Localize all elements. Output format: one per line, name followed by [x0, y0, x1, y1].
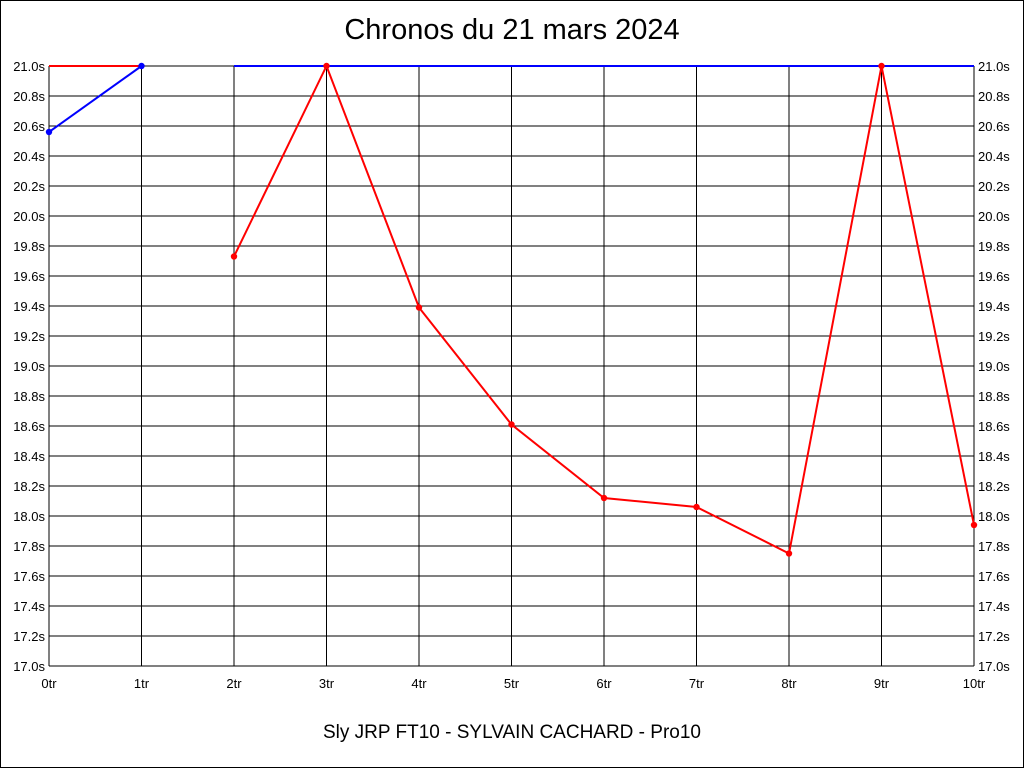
- y-axis-right: 21.0s 20.8s 20.6s 20.4s 20.2s 20.0s 19.8s 19.6s…: [978, 59, 1010, 674]
- y-tick-label-right: 20.6s: [978, 119, 1010, 134]
- x-tick-label: 4tr: [411, 676, 427, 691]
- y-tick-label-right: 20.8s: [978, 89, 1010, 104]
- y-tick-label-right: 18.4s: [978, 449, 1010, 464]
- y-tick-label-left: 20.8s: [13, 89, 45, 104]
- y-tick-label-right: 19.0s: [978, 359, 1010, 374]
- y-tick-label-left: 19.6s: [13, 269, 45, 284]
- y-tick-label-right: 19.4s: [978, 299, 1010, 314]
- x-tick-label: 5tr: [504, 676, 520, 691]
- y-tick-label-left: 19.0s: [13, 359, 45, 374]
- x-axis: 0tr 1tr 2tr 3tr 4tr 5tr 6tr 7tr 8tr 9tr 10tr: [41, 676, 985, 691]
- y-tick-label-left: 17.0s: [13, 659, 45, 674]
- series-layer: [45, 62, 978, 557]
- x-tick-label: 9tr: [874, 676, 890, 691]
- chart-title: Chronos du 21 mars 2024: [344, 14, 680, 46]
- x-tick-label: 10tr: [963, 676, 986, 691]
- series-line: [48, 65, 143, 133]
- data-point: [785, 550, 793, 557]
- data-point: [600, 494, 608, 502]
- y-tick-label-right: 17.2s: [978, 629, 1010, 644]
- data-point: [508, 421, 515, 428]
- y-tick-label-left: 19.4s: [13, 299, 45, 314]
- y-tick-label-right: 19.8s: [978, 239, 1010, 254]
- y-tick-label-left: 17.2s: [13, 629, 45, 644]
- grid: [48, 65, 975, 667]
- y-tick-label-left: 17.8s: [13, 539, 45, 554]
- y-tick-label-right: 18.0s: [978, 509, 1010, 524]
- y-tick-label-left: 18.6s: [13, 419, 45, 434]
- y-tick-label-right: 18.8s: [978, 389, 1010, 404]
- data-point: [230, 253, 238, 260]
- x-tick-label: 2tr: [226, 676, 242, 691]
- chart-subtitle: Sly JRP FT10 - SYLVAIN CACHARD - Pro10: [323, 722, 701, 743]
- y-tick-label-right: 17.6s: [978, 569, 1010, 584]
- y-tick-label-left: 20.6s: [13, 119, 45, 134]
- y-tick-label-left: 21.0s: [13, 59, 45, 74]
- y-tick-label-right: 17.4s: [978, 599, 1010, 614]
- y-tick-label-left: 18.4s: [13, 449, 45, 464]
- y-tick-label-left: 19.8s: [13, 239, 45, 254]
- y-tick-label-left: 20.0s: [13, 209, 45, 224]
- y-tick-label-right: 17.0s: [978, 659, 1010, 674]
- y-tick-label-right: 20.2s: [978, 179, 1010, 194]
- y-tick-label-right: 18.2s: [978, 479, 1010, 494]
- y-tick-label-left: 18.8s: [13, 389, 45, 404]
- y-tick-label-right: 18.6s: [978, 419, 1010, 434]
- x-tick-label: 0tr: [41, 676, 57, 691]
- data-point: [693, 503, 700, 511]
- data-point: [323, 62, 330, 70]
- y-tick-label-left: 18.0s: [13, 509, 45, 524]
- y-tick-label-right: 19.6s: [978, 269, 1010, 284]
- data-point: [878, 62, 885, 70]
- y-tick-label-right: 20.4s: [978, 149, 1010, 164]
- y-tick-label-right: 21.0s: [978, 59, 1010, 74]
- y-tick-label-left: 20.2s: [13, 179, 45, 194]
- x-tick-label: 7tr: [689, 676, 705, 691]
- y-tick-label-left: 17.6s: [13, 569, 45, 584]
- data-point: [415, 304, 423, 311]
- data-point: [45, 128, 53, 136]
- y-tick-label-left: 18.2s: [13, 479, 45, 494]
- y-tick-label-left: 20.4s: [13, 149, 45, 164]
- x-tick-label: 3tr: [319, 676, 335, 691]
- y-tick-label-right: 20.0s: [978, 209, 1010, 224]
- y-tick-label-right: 19.2s: [978, 329, 1010, 344]
- data-point: [138, 62, 145, 70]
- data-point: [970, 521, 978, 529]
- y-tick-label-right: 17.8s: [978, 539, 1010, 554]
- y-tick-label-left: 19.2s: [13, 329, 45, 344]
- x-tick-label: 8tr: [781, 676, 797, 691]
- x-tick-label: 6tr: [596, 676, 612, 691]
- x-tick-label: 1tr: [134, 676, 150, 691]
- y-tick-label-left: 17.4s: [13, 599, 45, 614]
- y-axis-left: 21.0s 20.8s 20.6s 20.4s 20.2s 20.0s 19.8s 19.6s…: [13, 59, 45, 674]
